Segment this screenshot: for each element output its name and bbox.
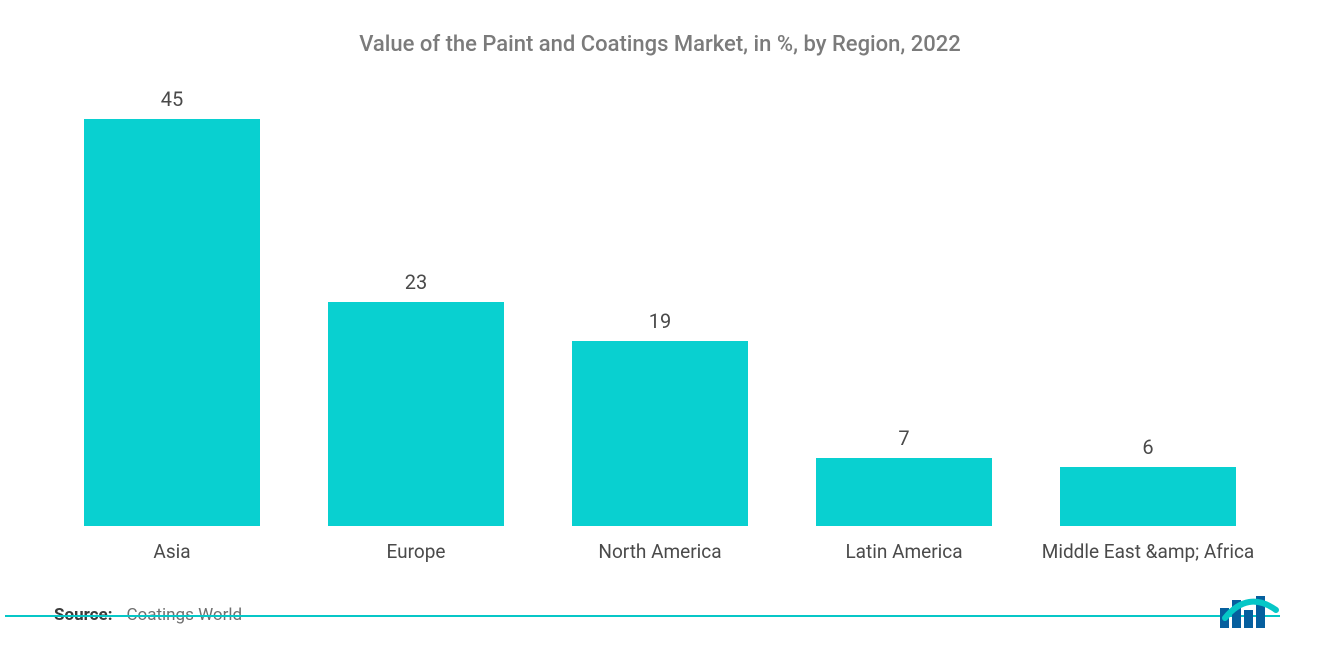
chart-title: Value of the Paint and Coatings Market, … <box>40 20 1280 87</box>
x-axis-label: Latin America <box>782 540 1026 563</box>
bar-rect <box>84 119 260 526</box>
bar-value-label: 45 <box>161 87 183 111</box>
x-axis-label: Middle East &amp; Africa <box>1026 540 1270 563</box>
plot-area: 45 23 19 7 6 <box>40 87 1280 526</box>
bar-value-label: 19 <box>649 309 671 333</box>
x-axis-label: Europe <box>294 540 538 563</box>
chart-container: Value of the Paint and Coatings Market, … <box>40 20 1280 625</box>
bar-rect <box>572 341 748 526</box>
footer-divider <box>5 615 1280 617</box>
bar-column: 7 <box>782 87 1026 526</box>
brand-logo <box>1218 596 1280 628</box>
x-axis-labels: AsiaEuropeNorth AmericaLatin AmericaMidd… <box>40 526 1280 563</box>
bar-value-label: 7 <box>898 426 909 450</box>
bar-rect <box>1060 467 1236 526</box>
bar-rect <box>816 458 992 526</box>
bar-column: 6 <box>1026 87 1270 526</box>
bar-value-label: 23 <box>405 270 427 294</box>
brand-logo-icon <box>1218 596 1280 628</box>
bar-rect <box>328 302 504 526</box>
bar-column: 23 <box>294 87 538 526</box>
x-axis-label: Asia <box>50 540 294 563</box>
bar-value-label: 6 <box>1142 435 1153 459</box>
bar-column: 19 <box>538 87 782 526</box>
x-axis-label: North America <box>538 540 782 563</box>
bar-column: 45 <box>50 87 294 526</box>
